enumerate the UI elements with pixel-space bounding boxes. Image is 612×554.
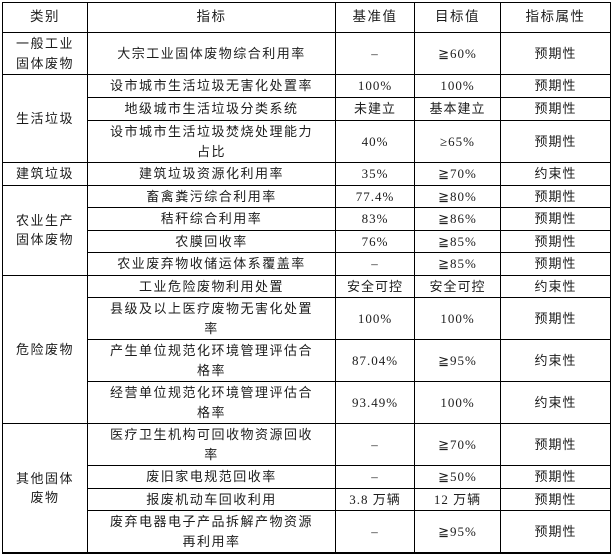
baseline-cell: 87.04% xyxy=(335,339,415,382)
indicator-cell: 大宗工业固体废物综合利用率 xyxy=(87,32,336,75)
baseline-cell: – xyxy=(335,252,415,276)
attribute-cell: 预期性 xyxy=(500,297,611,340)
baseline-cell: 93.49% xyxy=(335,381,415,424)
indicator-cell: 废弃电器电子产品拆解产物资源 再利用率 xyxy=(87,510,336,554)
baseline-cell: 未建立 xyxy=(335,97,415,121)
table-row: 农膜回收率 76% ≧85% 预期性 xyxy=(3,229,611,253)
attribute-cell: 约束性 xyxy=(500,274,611,298)
table-row: 秸秆综合利用率 83% ≧86% 预期性 xyxy=(3,207,611,231)
target-cell: ≧85% xyxy=(414,252,501,276)
attribute-cell: 预期性 xyxy=(500,207,611,231)
column-header-category: 类别 xyxy=(2,2,88,33)
category-cell: 危险废物 xyxy=(2,274,88,424)
indicator-cell: 秸秆综合利用率 xyxy=(87,207,336,231)
column-header-target: 目标值 xyxy=(414,2,501,33)
category-cell: 建筑垃圾 xyxy=(2,162,88,186)
attribute-cell: 预期性 xyxy=(500,184,611,208)
header-row: 类别 指标 基准值 目标值 指标属性 xyxy=(2,2,611,33)
table-row: 废弃电器电子产品拆解产物资源 再利用率 – ≧95% 预期性 xyxy=(3,510,611,554)
target-cell: ≥65% xyxy=(414,120,501,163)
column-header-baseline: 基准值 xyxy=(335,2,415,33)
baseline-cell: 76% xyxy=(335,229,415,253)
baseline-cell: 3.8 万辆 xyxy=(335,487,415,511)
indicator-cell: 报废机动车回收利用 xyxy=(87,487,336,511)
target-cell: 12 万辆 xyxy=(414,487,501,511)
target-cell: 基本建立 xyxy=(414,97,501,121)
table-row: 县级及以上医疗废物无害化处置 率 100% 100% 预期性 xyxy=(3,297,611,340)
attribute-cell: 预期性 xyxy=(500,32,611,75)
baseline-cell: 100% xyxy=(335,297,415,340)
table-row: 生活垃圾 设市城市生活垃圾无害化处置率 100% 100% 预期性 xyxy=(2,74,611,163)
table-row: 废旧家电规范回收率 – ≧50% 预期性 xyxy=(3,465,611,489)
category-cell: 生活垃圾 xyxy=(2,74,88,163)
target-cell: ≧60% xyxy=(414,32,501,75)
baseline-cell: – xyxy=(335,510,415,554)
target-cell: 100% xyxy=(414,381,501,424)
target-cell: ≧50% xyxy=(414,465,501,489)
target-cell: ≧80% xyxy=(414,184,501,208)
category-cell: 一般工业 固体废物 xyxy=(2,32,88,75)
attribute-cell: 预期性 xyxy=(500,487,611,511)
baseline-cell: 35% xyxy=(335,162,415,186)
baseline-cell: – xyxy=(335,465,415,489)
baseline-cell: – xyxy=(335,423,415,466)
indicator-cell: 废旧家电规范回收率 xyxy=(87,465,336,489)
baseline-cell: 83% xyxy=(335,207,415,231)
indicator-cell: 设市城市生活垃圾焚烧处理能力 占比 xyxy=(87,120,336,163)
indicator-cell: 经营单位规范化环境管理评估合 格率 xyxy=(87,381,336,424)
target-cell: ≧95% xyxy=(414,339,501,382)
target-cell: 安全可控 xyxy=(414,274,501,298)
column-header-attribute: 指标属性 xyxy=(500,2,611,33)
baseline-cell: 77.4% xyxy=(335,184,415,208)
table-row: 建筑垃圾 建筑垃圾资源化利用率 35% ≧70% 约束性 xyxy=(2,162,611,186)
attribute-cell: 约束性 xyxy=(500,339,611,382)
table-row: 一般工业 固体废物 大宗工业固体废物综合利用率 – ≧60% 预期性 xyxy=(2,32,611,75)
target-cell: ≧86% xyxy=(414,207,501,231)
indicator-cell: 产生单位规范化环境管理评估合 格率 xyxy=(87,339,336,382)
attribute-cell: 约束性 xyxy=(500,162,611,186)
indicator-cell: 医疗卫生机构可回收物资源回收 率 xyxy=(87,423,336,466)
attribute-cell: 预期性 xyxy=(500,510,611,554)
table-row: 经营单位规范化环境管理评估合 格率 93.49% 100% 约束性 xyxy=(3,381,611,424)
indicator-cell: 工业危险废物利用处置 xyxy=(87,274,336,298)
attribute-cell: 预期性 xyxy=(500,229,611,253)
target-cell: ≧85% xyxy=(414,229,501,253)
indicator-cell: 地级城市生活垃圾分类系统 xyxy=(87,97,336,121)
baseline-cell: – xyxy=(335,32,415,75)
attribute-cell: 预期性 xyxy=(500,252,611,276)
target-cell: 100% xyxy=(414,74,501,98)
indicator-cell: 畜禽粪污综合利用率 xyxy=(87,184,336,208)
table-row: 农业生产 固体废物 畜禽粪污综合利用率 77.4% ≧80% 预期性 xyxy=(2,184,611,276)
table-row: 危险废物 工业危险废物利用处置 安全可控 安全可控 约束性 xyxy=(2,274,611,424)
attribute-cell: 预期性 xyxy=(500,465,611,489)
table-row: 其他固体 废物 医疗卫生机构可回收物资源回收 率 – ≧70% 预期性 xyxy=(2,423,611,554)
category-cell: 其他固体 废物 xyxy=(2,423,88,554)
table-row: 地级城市生活垃圾分类系统 未建立 基本建立 预期性 xyxy=(3,97,611,121)
column-header-indicator: 指标 xyxy=(87,2,336,33)
baseline-cell: 安全可控 xyxy=(335,274,415,298)
target-cell: ≧95% xyxy=(414,510,501,554)
target-cell: ≧70% xyxy=(414,162,501,186)
attribute-cell: 预期性 xyxy=(500,74,611,98)
target-cell: 100% xyxy=(414,297,501,340)
target-cell: ≧70% xyxy=(414,423,501,466)
attribute-cell: 约束性 xyxy=(500,381,611,424)
table-row: 产生单位规范化环境管理评估合 格率 87.04% ≧95% 约束性 xyxy=(3,339,611,382)
indicator-cell: 农业废弃物收储运体系覆盖率 xyxy=(87,252,336,276)
attribute-cell: 预期性 xyxy=(500,120,611,163)
baseline-cell: 100% xyxy=(335,74,415,98)
indicator-cell: 建筑垃圾资源化利用率 xyxy=(87,162,336,186)
attribute-cell: 预期性 xyxy=(500,97,611,121)
attribute-cell: 预期性 xyxy=(500,423,611,466)
indicator-cell: 县级及以上医疗废物无害化处置 率 xyxy=(87,297,336,340)
indicator-cell: 设市城市生活垃圾无害化处置率 xyxy=(87,74,336,98)
table-row: 农业废弃物收储运体系覆盖率 – ≧85% 预期性 xyxy=(3,252,611,276)
baseline-cell: 40% xyxy=(335,120,415,163)
table-row: 设市城市生活垃圾焚烧处理能力 占比 40% ≥65% 预期性 xyxy=(3,120,611,163)
indicator-cell: 农膜回收率 xyxy=(87,229,336,253)
table-row: 报废机动车回收利用 3.8 万辆 12 万辆 预期性 xyxy=(3,487,611,511)
category-cell: 农业生产 固体废物 xyxy=(2,184,88,276)
